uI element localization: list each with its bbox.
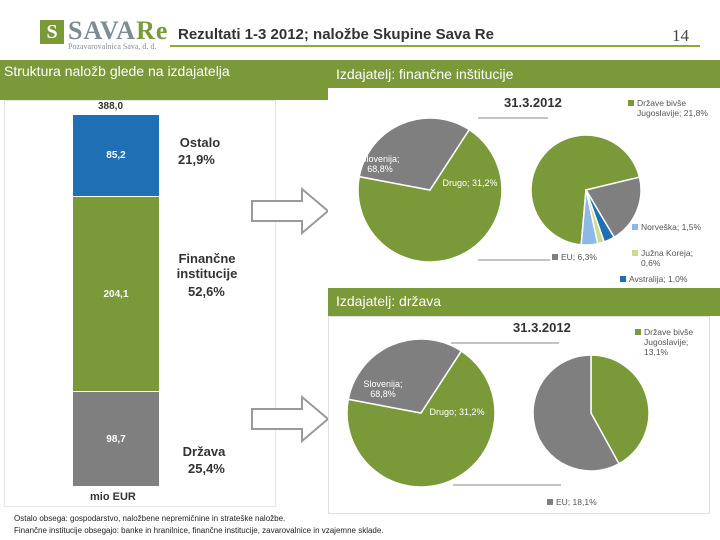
legend-label: Države bivše Jugoslavije; 13,1% [644, 327, 694, 357]
header-bar [170, 25, 700, 47]
pie-title: 31.3.2012 [504, 95, 562, 110]
main-pie-slice-0 [346, 349, 496, 488]
legend-swatch [632, 224, 638, 230]
breakdown-pie-slice-1 [584, 176, 642, 239]
legend-label: Države bivše Jugoslavije; 21,8% [637, 98, 708, 118]
legend-norveska: Norveška; 1,5% [632, 222, 712, 232]
main-pie-slice-1 [347, 338, 463, 414]
bar-segment-value-1: 204,1 [103, 288, 129, 300]
arrow-to-financne [251, 186, 330, 236]
legend-label: Avstralija; 1,0% [629, 274, 688, 284]
segment-percent-financne: 52,6% [188, 284, 225, 299]
slice-label-drugo: Drugo; 31,2% [429, 407, 484, 417]
legend-label: EU; 6,3% [561, 252, 597, 262]
main-pie-slice-1 [358, 117, 471, 191]
legend-swatch [552, 254, 558, 260]
bar-total-label: 388,0 [98, 101, 124, 112]
segment-percent-ostalo: 21,9% [178, 152, 215, 167]
legend-drzave-bivse-1: Države bivše Jugoslavije; 21,8% [628, 98, 708, 118]
arrow-to-drzava [251, 394, 330, 444]
right-panel-2-heading-band: Izdajatelj: država [328, 288, 720, 316]
bar-segment-value-2: 98,7 [106, 433, 126, 445]
page-title: Rezultati 1-3 2012; naložbe Skupine Sava… [178, 26, 494, 43]
breakdown-pie-slice-1 [532, 354, 621, 472]
right-panel-1-heading-band: Izdajatelj: finančne inštitucije [328, 60, 720, 88]
right-panel-1-heading: Izdajatelj: finančne inštitucije [336, 66, 514, 82]
pie-panel-drzava: 31.3.2012 Slovenija; 68,8% Drugo; 31,2% Dr… [328, 316, 710, 514]
segment-title-ostalo: Ostalo [179, 135, 221, 150]
logo-name: SAVA [68, 16, 137, 45]
legend-label: Južna Koreja; 0,6% [641, 248, 693, 268]
slice-label-drugo: Drugo; 31,2% [442, 178, 497, 188]
bar-segment-2 [73, 392, 159, 487]
legend-swatch [547, 499, 553, 505]
bar-segment-1 [73, 196, 159, 393]
pie-title: 31.3.2012 [513, 320, 571, 335]
footnote-ostalo: Ostalo obsega: gospodarstvo, naložbene n… [14, 514, 286, 523]
logo-name-re: Re [136, 16, 169, 45]
left-panel-heading-band: Struktura naložb glede na izdajatelja [0, 60, 328, 100]
legend-eu-2: EU; 18,1% [547, 497, 637, 507]
legend-eu-1: EU; 6,3% [552, 252, 632, 262]
breakdown-pie-slice-0 [590, 354, 650, 465]
pie-panel-financne: 31.3.2012 Slovenija; 68,8% Drugo; 31,2% Dr… [328, 88, 708, 288]
legend-swatch [632, 250, 638, 256]
pie-chart-financne: Slovenija; 68,8% Drugo; 31,2% [357, 117, 642, 263]
segment-percent-drzava: 25,4% [188, 461, 225, 476]
legend-swatch [620, 276, 626, 282]
logo-subtitle: Pozavarovalnica Sava, d. d. [68, 42, 157, 51]
pie-chart-drzava: Slovenija; 68,8% Drugo; 31,2% [346, 338, 650, 488]
legend-avstralija: Avstralija; 1,0% [620, 274, 708, 284]
page-number: 14 [672, 26, 689, 45]
legend-label: EU; 18,1% [556, 497, 597, 507]
right-panel-2-heading: Izdajatelj: država [336, 293, 442, 309]
unit-label: mio EUR [90, 491, 136, 503]
legend-drzave-bivse-2: Države bivše Jugoslavije; 13,1% [635, 327, 709, 357]
segment-title-drzava: Država [182, 444, 226, 459]
slice-label-slovenija: Slovenija; 68,8% [360, 154, 399, 174]
legend-label: Norveška; 1,5% [641, 222, 701, 232]
segment-title-financne: Finančne institucije [176, 251, 238, 281]
bar-segment-0 [73, 115, 159, 197]
logo: SAVARe [68, 16, 168, 46]
slice-label-slovenija: Slovenija; 68,8% [363, 379, 402, 399]
main-pie-slice-0 [357, 128, 503, 263]
legend-swatch [635, 329, 641, 335]
bar-segment-value-0: 85,2 [106, 149, 126, 161]
footnote-financne: Finančne institucije obsegajo: banke in … [14, 526, 384, 535]
legend-swatch [628, 100, 634, 106]
logo-mark: S [40, 20, 64, 44]
breakdown-pie-slice-4 [580, 189, 599, 246]
left-panel-heading: Struktura naložb glede na izdajatelja [4, 63, 230, 79]
legend-juzna-koreja: Južna Koreja; 0,6% [632, 248, 708, 268]
